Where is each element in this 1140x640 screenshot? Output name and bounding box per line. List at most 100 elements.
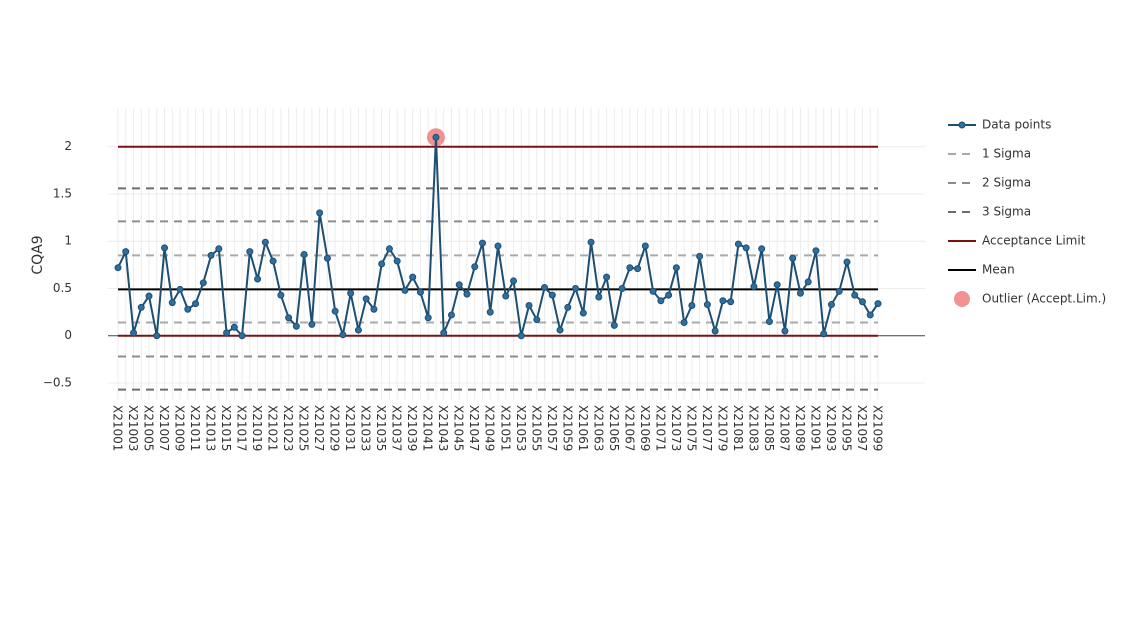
data-point <box>300 250 308 258</box>
x-tick-label: X21073 <box>669 405 683 451</box>
data-point <box>758 245 766 253</box>
legend-label: Outlier (Accept.Lim.) <box>982 292 1106 306</box>
x-tick-label: X21003 <box>126 405 140 451</box>
data-point <box>564 303 572 311</box>
data-point <box>463 290 471 298</box>
x-tick-label: X21093 <box>824 405 838 451</box>
data-point <box>153 332 161 340</box>
data-point <box>145 292 153 300</box>
data-point <box>719 297 727 305</box>
data-point <box>184 305 192 313</box>
x-tick-label: X21035 <box>374 405 388 451</box>
x-tick-label: X21005 <box>142 405 156 451</box>
data-point <box>696 252 704 260</box>
data-point <box>478 239 486 247</box>
data-point <box>796 289 804 297</box>
data-point <box>510 277 518 285</box>
x-tick-label: X21007 <box>157 405 171 451</box>
x-tick-label: X21087 <box>777 405 791 451</box>
data-point <box>424 314 432 322</box>
data-point <box>347 289 355 297</box>
data-point <box>634 265 642 273</box>
y-tick-label: 1 <box>64 234 72 248</box>
data-point <box>192 300 200 308</box>
data-point <box>130 329 138 337</box>
x-tick-label: X21023 <box>281 405 295 451</box>
data-point <box>711 327 719 335</box>
y-tick-label: 0.5 <box>53 281 72 295</box>
data-point <box>603 273 611 281</box>
data-point <box>486 308 494 316</box>
data-point <box>502 292 510 300</box>
x-tick-label: X21055 <box>529 405 543 451</box>
data-point <box>587 238 595 246</box>
data-point <box>331 307 339 315</box>
x-tick-label: X21057 <box>545 405 559 451</box>
x-tick-label: X21069 <box>638 405 652 451</box>
data-point <box>137 303 145 311</box>
x-tick-label: X21083 <box>746 405 760 451</box>
data-point <box>161 244 169 252</box>
data-point <box>440 329 448 337</box>
data-point <box>362 295 370 303</box>
x-tick-label: X21043 <box>436 405 450 451</box>
x-tick-label: X21081 <box>731 405 745 451</box>
data-point <box>199 279 207 287</box>
x-tick-label: X21079 <box>715 405 729 451</box>
data-point <box>734 240 742 248</box>
data-point <box>789 254 797 262</box>
legend-label: Data points <box>982 118 1051 132</box>
data-point <box>285 314 293 322</box>
data-point <box>269 257 277 265</box>
data-point <box>703 301 711 309</box>
data-point <box>858 298 866 306</box>
x-tick-label: X21075 <box>684 405 698 451</box>
x-tick-label: X21077 <box>700 405 714 451</box>
x-tick-label: X21025 <box>297 405 311 451</box>
data-point <box>874 300 882 308</box>
x-tick-label: X21011 <box>188 405 202 451</box>
data-point <box>665 291 673 299</box>
data-point <box>851 291 859 299</box>
data-point <box>385 245 393 253</box>
x-tick-label: X21001 <box>111 405 125 451</box>
x-tick-label: X21033 <box>359 405 373 451</box>
data-point <box>827 301 835 309</box>
data-point <box>727 298 735 306</box>
data-point <box>680 319 688 327</box>
data-point <box>230 323 238 331</box>
data-point <box>517 332 525 340</box>
x-tick-label: X21059 <box>560 405 574 451</box>
data-point <box>835 287 843 295</box>
data-point <box>649 287 657 295</box>
x-tick-label: X21063 <box>591 405 605 451</box>
legend-label: 3 Sigma <box>982 205 1031 219</box>
x-tick-label: X21029 <box>328 405 342 451</box>
data-point <box>657 297 665 305</box>
x-tick-label: X21049 <box>483 405 497 451</box>
data-point <box>572 284 580 292</box>
y-tick-label: 0 <box>64 328 72 342</box>
x-tick-label: X21031 <box>343 405 357 451</box>
data-point <box>556 326 564 334</box>
data-point <box>804 278 812 286</box>
x-tick-label: X21021 <box>266 405 280 451</box>
data-point <box>626 264 634 272</box>
data-point <box>207 251 215 259</box>
data-point <box>308 320 316 328</box>
x-tick-label: X21013 <box>204 405 218 451</box>
x-tick-label: X21027 <box>312 405 326 451</box>
data-point <box>339 331 347 339</box>
data-point <box>254 275 262 283</box>
data-point <box>773 281 781 289</box>
legend-label: 2 Sigma <box>982 176 1031 190</box>
data-point <box>370 305 378 313</box>
data-point <box>843 258 851 266</box>
data-point <box>541 284 549 292</box>
data-point <box>781 327 789 335</box>
data-point <box>354 326 362 334</box>
x-tick-label: X21065 <box>607 405 621 451</box>
data-point <box>742 244 750 252</box>
data-point <box>533 316 541 324</box>
data-point <box>447 311 455 319</box>
